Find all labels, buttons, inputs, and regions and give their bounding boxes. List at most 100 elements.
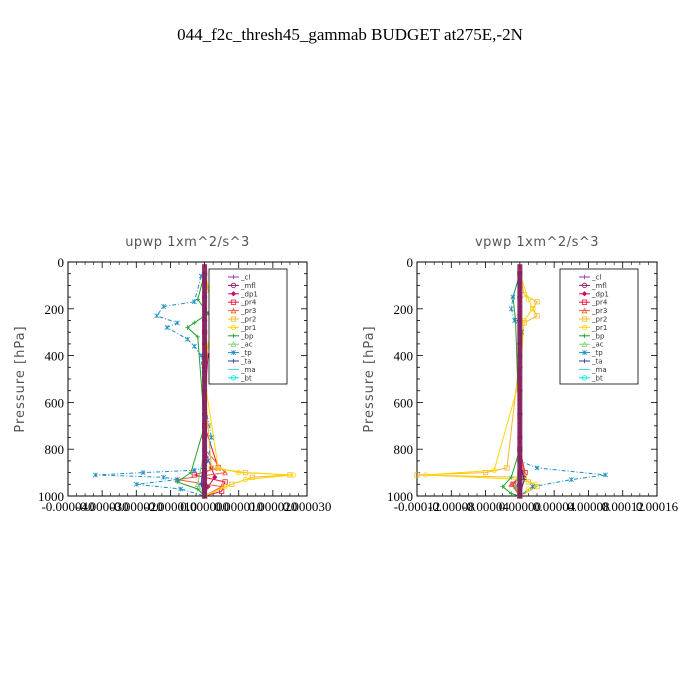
vpwp-zero-marker [517, 273, 523, 279]
vpwp-legend-label: _ta [591, 358, 603, 366]
upwp-series-tp [92, 273, 214, 499]
upwp-legend-item-pr3: _pr3 [228, 307, 256, 315]
upwp-zero-marker [202, 310, 208, 316]
upwp-x-tick-label: -0.000040 [41, 499, 94, 514]
upwp-panel-title: upwp 1xm^2/s^3 [125, 235, 250, 250]
upwp-legend-item-mfl: _mfl [228, 282, 256, 290]
vpwp-x-tick-label: -0.00012 [394, 499, 441, 514]
vpwp-zero-marker [517, 320, 523, 326]
vpwp-point-tp [568, 477, 574, 483]
vpwp-y-tick-label: 200 [394, 302, 414, 317]
vpwp-point-pr2 [534, 299, 540, 305]
vpwp-x-tick-label: 0.00004 [533, 499, 576, 514]
upwp-point-bp [185, 325, 190, 330]
vpwp-zero-marker [517, 432, 523, 438]
upwp-legend-item-cl: _cl [228, 274, 250, 282]
vpwp-zero-marker [517, 442, 523, 448]
upwp-zero-marker [202, 418, 208, 424]
upwp-point-tp [161, 474, 167, 480]
vpwp-zero-marker [517, 484, 523, 490]
vpwp-legend-label: _pr3 [591, 307, 607, 315]
upwp-x-tick-label: 0.000000 [180, 499, 229, 514]
vpwp-zero-marker [517, 404, 523, 410]
upwp-legend-item-ac: _ac [228, 341, 253, 349]
vpwp-zero-marker [517, 413, 523, 419]
vpwp-y-tick-label: 800 [394, 442, 414, 457]
upwp-point-bp [195, 334, 200, 340]
vpwp-zero-marker [517, 409, 523, 415]
upwp-zero-marker [202, 395, 208, 401]
upwp-zero-marker [202, 488, 208, 494]
upwp-x-tick-label: -0.000030 [76, 499, 129, 514]
upwp-x-tick-label: 0.000010 [214, 499, 263, 514]
upwp-point-pr2 [208, 465, 214, 471]
upwp-legend-marker [230, 282, 237, 288]
vpwp-point-pr1 [422, 472, 429, 478]
upwp-zero-marker [202, 367, 208, 373]
upwp-zero-marker [202, 320, 208, 326]
upwp-zero-marker [202, 465, 208, 471]
vpwp-legend-label: _ma [591, 366, 607, 374]
vpwp-zero-marker [517, 362, 523, 368]
vpwp-zero-marker [517, 451, 523, 457]
vpwp-legend-label: _bt [591, 374, 603, 382]
upwp-point-tp [191, 467, 197, 473]
upwp-y-tick-label: 400 [45, 349, 65, 364]
upwp-x-tick-label: -0.000020 [110, 499, 163, 514]
upwp-legend-marker [230, 299, 237, 305]
upwp-legend-marker [230, 341, 237, 347]
vpwp-legend-marker [581, 291, 588, 297]
vpwp-point-ta [521, 477, 527, 482]
vpwp-zero-marker [517, 353, 523, 359]
vpwp-zero-marker [517, 395, 523, 401]
upwp-zero-marker [202, 353, 208, 359]
upwp-legend-item-pr2: _pr2 [228, 316, 256, 324]
vpwp-zero-marker [517, 437, 523, 443]
upwp-point-tp [164, 325, 170, 331]
upwp-point-tp [133, 481, 139, 487]
vpwp-y-tick-label: 600 [394, 395, 414, 410]
upwp-zero-marker [202, 306, 208, 312]
upwp-legend-marker [231, 274, 236, 280]
upwp-point-tp [174, 320, 180, 326]
vpwp-zero-column [517, 264, 523, 499]
vpwp-zero-marker [517, 385, 523, 391]
upwp-legend-marker [231, 350, 236, 356]
upwp-zero-marker [202, 264, 208, 270]
upwp-legend-item-dp1: _dp1 [228, 290, 258, 298]
vpwp-zero-marker [517, 456, 523, 462]
vpwp-legend-label: _bp [591, 332, 605, 340]
upwp-x-tick-label: 0.000020 [248, 499, 297, 514]
vpwp-legend-item-cl: _cl [579, 274, 601, 282]
vpwp-zero-marker [517, 418, 523, 424]
vpwp-point-pr2 [414, 472, 420, 478]
vpwp-point-tp [508, 306, 514, 312]
vpwp-legend-item-pr4: _pr4 [579, 299, 608, 307]
vpwp-legend-label: _cl [591, 274, 601, 282]
upwp-y-tick-label: 1000 [38, 489, 64, 504]
vpwp-point-pr3 [508, 481, 515, 487]
upwp-legend-label: _ac [240, 341, 253, 349]
vpwp-legend-label: _pr2 [591, 316, 607, 324]
upwp-legend-marker [231, 333, 236, 338]
vpwp-zero-marker [517, 470, 523, 476]
figure-title: 044_f2c_thresh45_gammab BUDGET at275E,-2… [177, 25, 523, 44]
vpwp-legend-label: _mfl [591, 282, 607, 290]
vpwp-legend-item-ma: _ma [579, 366, 607, 374]
upwp-legend-item-pr1: _pr1 [228, 324, 256, 332]
vpwp-point-bp [513, 318, 518, 323]
vpwp-legend-label: _dp1 [591, 290, 609, 298]
upwp-point-pr1 [215, 465, 221, 471]
vpwp-point-tp [512, 318, 518, 323]
upwp-point-tp [178, 486, 184, 492]
vpwp-point-pr2 [534, 313, 540, 319]
vpwp-legend-item-bt: _bt [579, 374, 603, 382]
vpwp-legend-marker [582, 333, 587, 338]
upwp-point-pr2 [229, 481, 235, 487]
upwp-zero-marker [202, 442, 208, 448]
upwp-legend-item-bp: _bp [228, 332, 254, 340]
upwp-legend-label: _pr3 [240, 307, 256, 315]
vpwp-zero-marker [517, 287, 523, 293]
upwp-zero-marker [202, 273, 208, 279]
upwp-legend-marker [230, 307, 237, 314]
